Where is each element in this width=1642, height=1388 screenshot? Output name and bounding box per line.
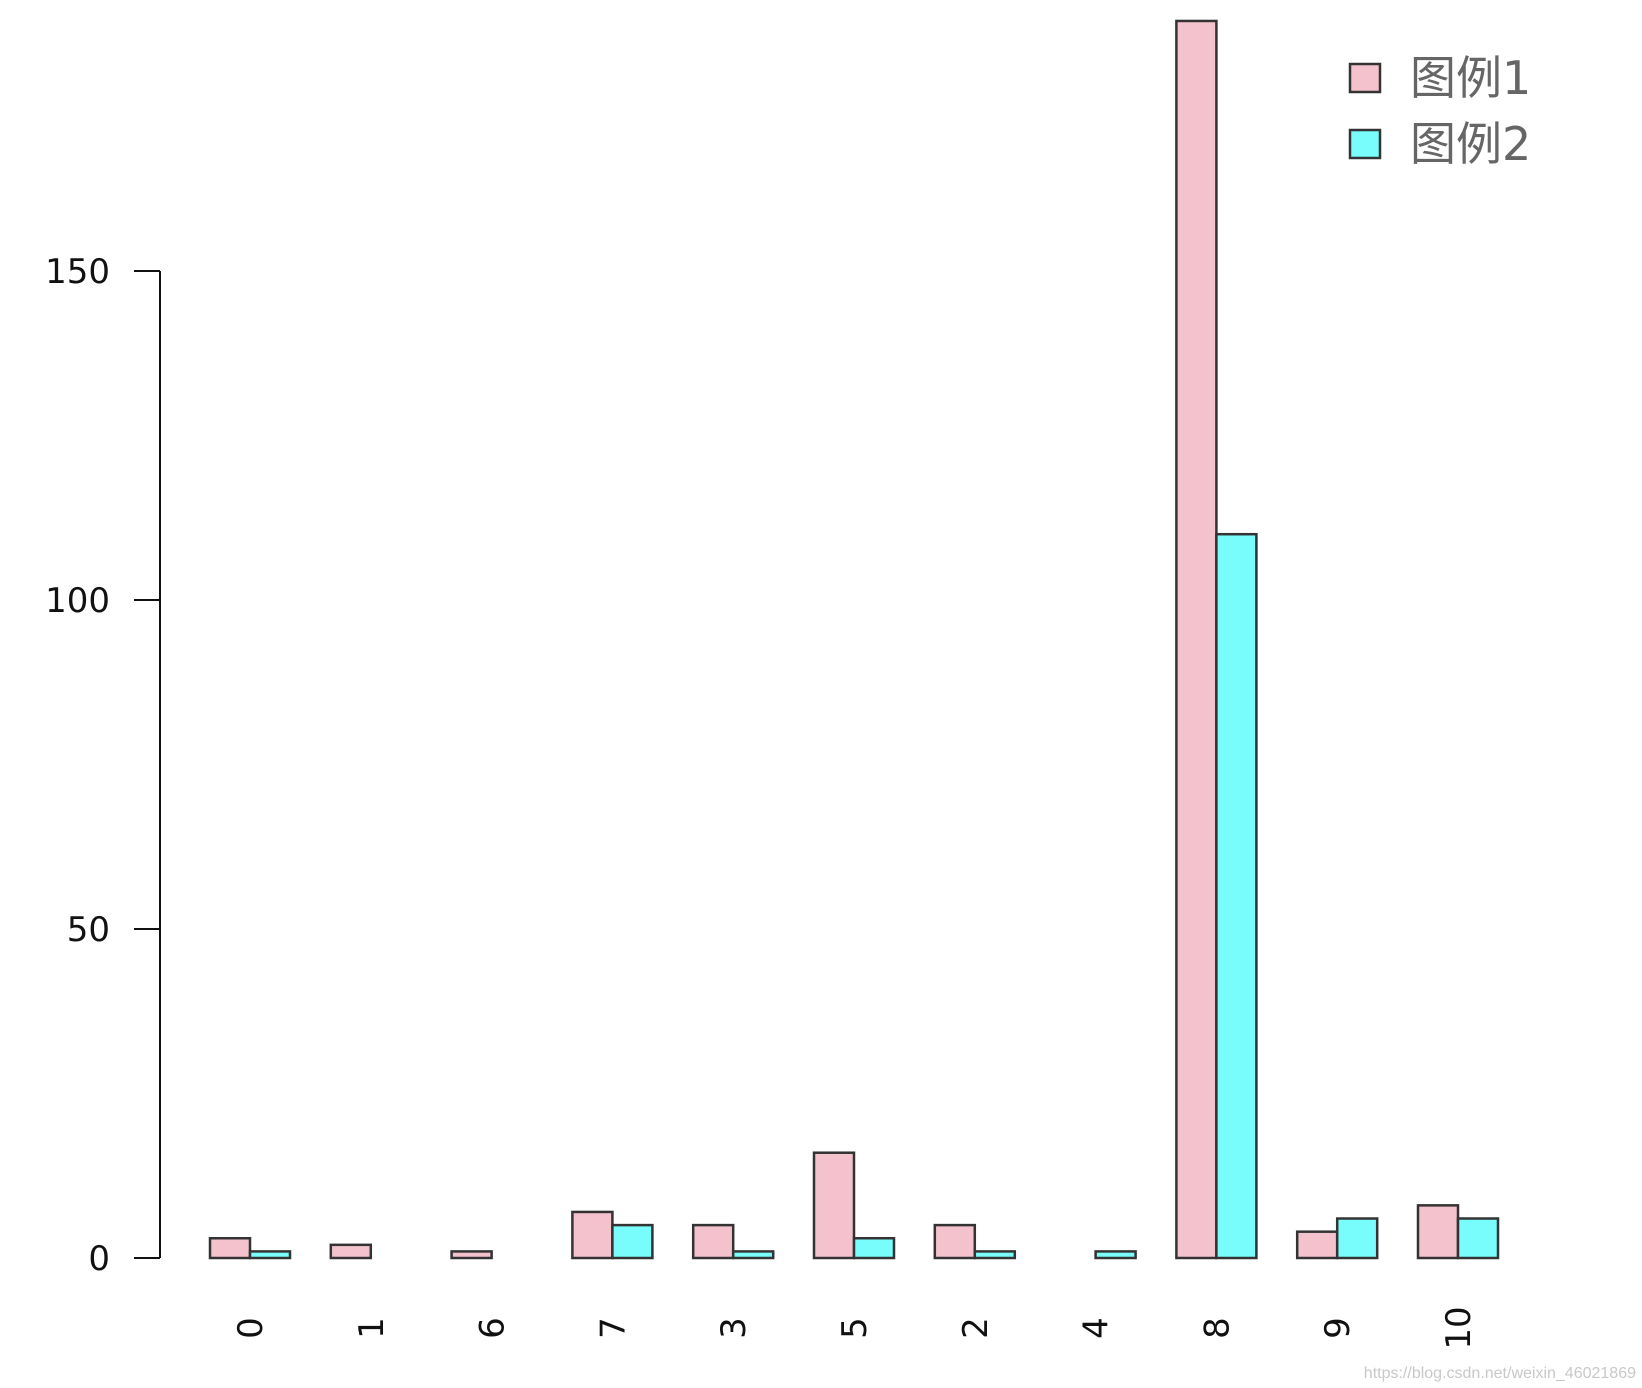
x-category-label: 5	[835, 1317, 875, 1339]
bar-series-2-cat-7	[611, 1223, 654, 1260]
bar-series-1-cat-3	[691, 1223, 735, 1260]
x-category-label: 6	[473, 1317, 513, 1339]
bars-group	[208, 19, 1500, 1260]
x-category-label: 2	[956, 1317, 996, 1339]
bar-series-1-cat-8	[1175, 19, 1218, 1260]
bar-series-1-cat-5	[812, 1151, 856, 1260]
y-tick-label: 150	[45, 252, 110, 292]
legend-swatch-2	[1348, 128, 1382, 160]
bar-series-1-cat-9	[1295, 1230, 1339, 1260]
bar-series-2-cat-4	[1094, 1250, 1137, 1260]
watermark-text: https://blog.csdn.net/weixin_46021869	[1364, 1365, 1636, 1382]
legend-label-2: 图例2	[1410, 117, 1531, 171]
bar-series-2-cat-5	[852, 1237, 896, 1260]
bar-series-2-cat-8	[1215, 532, 1258, 1260]
y-tick-label: 50	[67, 910, 110, 950]
x-category-label: 9	[1318, 1317, 1358, 1339]
x-category-label: 7	[593, 1317, 633, 1339]
y-axis: 0 50 100 150	[45, 252, 161, 1279]
bar-series-2-cat-9	[1335, 1217, 1379, 1260]
bar-series-2-cat-0	[248, 1250, 292, 1260]
bar-series-2-cat-2	[973, 1250, 1017, 1260]
bar-series-2-cat-3	[731, 1250, 775, 1260]
bar-series-1-cat-10	[1416, 1204, 1460, 1260]
y-tick-label: 100	[45, 581, 110, 621]
x-axis-labels: 0 1 6 7 3 5 2 4 8 9 10	[231, 1306, 1479, 1349]
x-category-label: 4	[1077, 1317, 1117, 1339]
legend-swatch-1	[1348, 62, 1382, 94]
bar-series-1-cat-1	[329, 1243, 373, 1260]
x-category-label: 10	[1439, 1306, 1479, 1349]
legend-label-1: 图例1	[1410, 51, 1531, 105]
bar-series-1-cat-6	[450, 1250, 493, 1260]
x-category-label: 3	[714, 1317, 754, 1339]
bar-series-2-cat-10	[1456, 1217, 1500, 1260]
bar-series-1-cat-2	[933, 1223, 977, 1260]
bar-series-1-cat-0	[208, 1237, 252, 1260]
x-category-label: 1	[352, 1317, 392, 1339]
x-category-label: 0	[231, 1317, 271, 1339]
x-category-label: 8	[1197, 1317, 1237, 1339]
bar-series-1-cat-7	[571, 1210, 614, 1260]
y-tick-label: 0	[88, 1239, 110, 1279]
